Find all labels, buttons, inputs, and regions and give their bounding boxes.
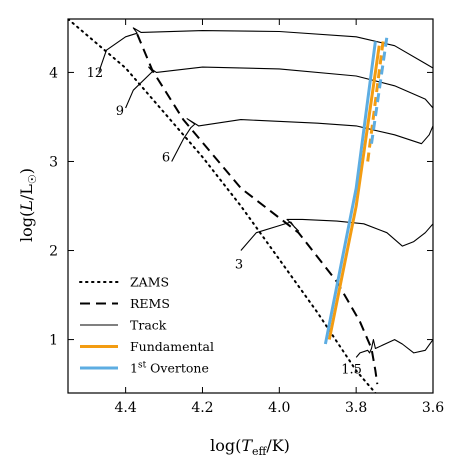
y-axis-label: log(L/L☉) [17, 168, 39, 242]
y-tick-label: 4 [49, 65, 58, 81]
legend-label: Track [130, 318, 167, 333]
x-tick-label: 3.8 [345, 400, 367, 416]
track-line-1.5 [355, 339, 433, 358]
x-axis-label: log(Teff/K) [210, 436, 290, 458]
legend-label: REMS [130, 296, 170, 311]
rems-line [136, 33, 379, 385]
track-line-3 [240, 218, 433, 251]
legend-label: 1st Overtone [130, 361, 209, 376]
1st-overtone-dashed-line [370, 36, 389, 144]
mass-label-9: 9 [116, 104, 124, 119]
x-tick-label: 4.2 [191, 400, 213, 416]
legend-label: Fundamental [130, 339, 214, 354]
x-tick-label: 4.4 [114, 400, 136, 416]
track-line-12 [98, 27, 433, 73]
x-tick-label: 3.6 [422, 400, 444, 416]
track-line-6 [171, 118, 433, 162]
mass-label-1.5: 1.5 [341, 362, 362, 377]
plot-area [68, 19, 433, 393]
track-line-9 [125, 66, 433, 109]
y-tick-label: 2 [49, 244, 58, 260]
fundamental-line [327, 45, 381, 340]
mass-label-3: 3 [235, 257, 243, 272]
y-tick-label: 1 [49, 333, 58, 349]
mass-labels: 12 9 6 3 1.5 [87, 66, 362, 378]
1st-overtone-line [323, 41, 377, 345]
mass-label-6: 6 [162, 150, 170, 165]
x-tick-label: 4.0 [268, 400, 290, 416]
legend-label: ZAMS [130, 275, 169, 290]
fundamental-dashed-line [366, 41, 385, 162]
legend: ZAMS REMS Track Fundamental 1st Overtone [79, 275, 214, 376]
y-tick-label: 3 [49, 154, 58, 170]
zams-line [68, 19, 377, 393]
mass-label-12: 12 [87, 66, 104, 81]
plot-frame [67, 18, 434, 394]
